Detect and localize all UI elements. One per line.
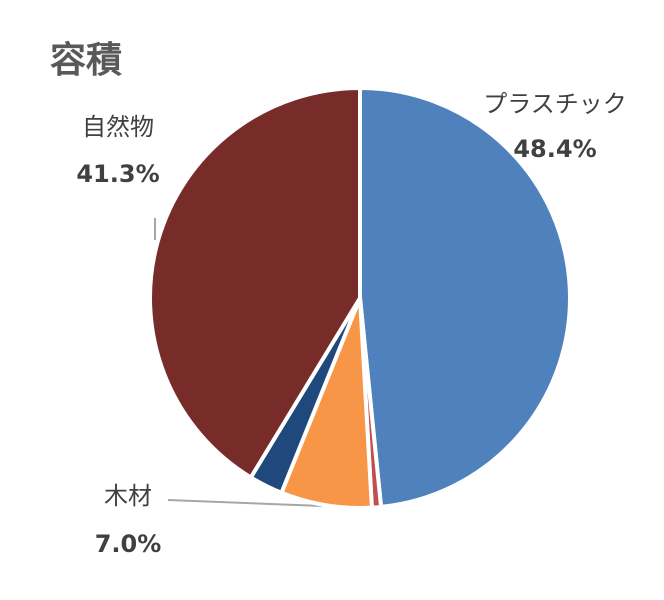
chart-title: 容積	[50, 40, 122, 81]
category-label: プラスチック	[483, 90, 627, 118]
value-label: 7.0%	[95, 530, 162, 558]
pie-slice	[148, 85, 362, 481]
category-label: 自然物	[82, 113, 154, 141]
leader-line	[167, 499, 323, 507]
pie-slice	[358, 85, 572, 510]
value-label: 48.4%	[513, 135, 596, 163]
value-label: 41.3%	[76, 160, 159, 188]
category-label: 木材	[104, 482, 152, 510]
